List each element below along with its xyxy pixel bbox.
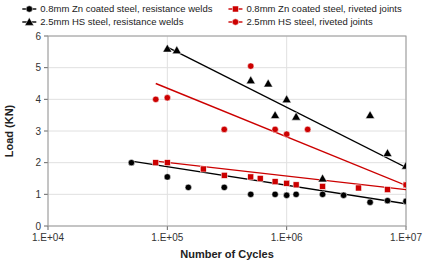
grid — [48, 36, 406, 226]
plot-frame — [48, 36, 406, 226]
point — [284, 180, 290, 186]
point — [403, 198, 406, 204]
data — [128, 44, 406, 205]
point — [292, 112, 301, 120]
point — [283, 131, 289, 137]
point — [383, 149, 392, 157]
point — [319, 191, 325, 197]
trend-line — [167, 47, 406, 167]
legend-item: 0.8mm Zn coated steel, resistance welds — [22, 3, 212, 14]
tick — [44, 36, 48, 37]
tick — [44, 67, 48, 68]
point — [153, 96, 159, 102]
legend-swatch — [232, 19, 238, 25]
point — [293, 191, 299, 197]
point — [272, 126, 278, 132]
trend-line — [156, 84, 406, 186]
point — [320, 183, 326, 189]
grid-line — [48, 67, 406, 68]
tick — [44, 226, 48, 227]
point — [164, 95, 170, 101]
tick-label: 1.E+07 — [390, 232, 422, 243]
legend-item: 2.5mm HS steel, riveted joints — [228, 16, 372, 27]
legend-label: 2.5mm HS steel, riveted joints — [246, 16, 372, 27]
point — [221, 172, 227, 178]
point — [164, 174, 170, 180]
point — [318, 174, 327, 182]
point — [402, 161, 407, 169]
point — [385, 187, 391, 193]
point — [272, 179, 278, 185]
point — [384, 197, 390, 203]
point — [257, 176, 263, 182]
point — [293, 182, 299, 188]
legend-label: 0.8mm Zn coated steel, resistance welds — [40, 3, 212, 14]
tick-label: 1.E+05 — [151, 232, 183, 243]
tick — [286, 226, 287, 230]
point — [163, 44, 172, 52]
legend: 0.8mm Zn coated steel, resistance welds 0… — [22, 3, 402, 27]
tick-label: 3 — [35, 126, 41, 137]
point — [246, 76, 255, 84]
legend-swatch — [232, 6, 238, 12]
tick-label: 4 — [35, 94, 41, 105]
tick-label: 1.E+06 — [271, 232, 303, 243]
legend-label: 0.8mm Zn coated steel, riveted joints — [246, 3, 401, 14]
point — [200, 166, 206, 172]
y-axis-label: Load (KN) — [3, 104, 15, 157]
point — [403, 182, 406, 188]
point — [340, 192, 346, 198]
tick-label: 0 — [35, 221, 41, 232]
point — [366, 111, 375, 119]
legend-item: 0.8mm Zn coated steel, riveted joints — [228, 3, 401, 14]
point — [172, 46, 181, 54]
point — [271, 111, 280, 119]
tick — [44, 162, 48, 163]
point — [248, 63, 254, 69]
tick — [406, 226, 407, 230]
tick-label: 1.E+04 — [32, 232, 64, 243]
point — [248, 191, 254, 197]
legend-swatch — [25, 18, 34, 26]
point — [283, 192, 289, 198]
trend-line — [156, 161, 406, 190]
plot-area — [48, 36, 406, 226]
tick — [167, 226, 168, 230]
point — [403, 182, 406, 188]
tick — [44, 131, 48, 132]
tick — [48, 226, 49, 230]
point — [248, 174, 254, 180]
grid-line — [48, 194, 406, 195]
point — [221, 184, 227, 190]
legend-item: 2.5mm HS steel, resistance welds — [22, 16, 183, 27]
grid-line — [48, 99, 406, 100]
chart: 1.E+04 1.E+05 1.E+06 1.E+07 0 1 2 3 4 5 6 Number of… — [0, 0, 424, 264]
tick-label: 6 — [35, 31, 41, 42]
point — [153, 160, 159, 166]
point — [164, 160, 170, 166]
point — [272, 191, 278, 197]
legend-swatch — [26, 6, 32, 12]
trend-line — [131, 161, 406, 204]
x-axis-label: Number of Cycles — [180, 248, 274, 260]
legend-label: 2.5mm HS steel, resistance welds — [40, 16, 183, 27]
tick — [44, 194, 48, 195]
point — [185, 184, 191, 190]
point — [367, 199, 373, 205]
point — [128, 159, 134, 165]
tick-label: 5 — [35, 62, 41, 73]
point — [304, 126, 310, 132]
point — [264, 79, 273, 87]
point — [221, 126, 227, 132]
tick-label: 2 — [35, 157, 41, 168]
point — [282, 95, 291, 103]
tick — [44, 99, 48, 100]
tick-label: 1 — [35, 189, 41, 200]
point — [356, 185, 362, 191]
